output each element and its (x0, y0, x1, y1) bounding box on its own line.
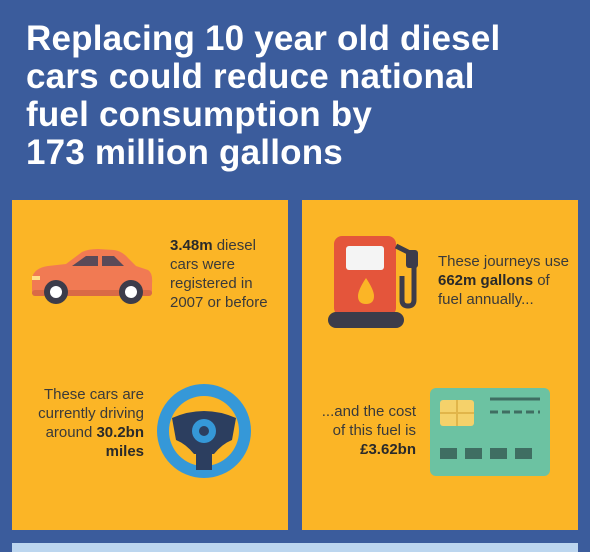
fuel-pump-icon (328, 236, 418, 328)
fact-text: These cars are currently driving around … (32, 385, 144, 461)
body-text: of fuel annually... (438, 272, 550, 308)
body-text: These journeys use (438, 253, 569, 270)
title-line: 173 million gallons (26, 133, 343, 172)
title: Replacing 10 year old diesel cars could … (26, 20, 500, 172)
highlight-text: £3.62bn (360, 441, 416, 458)
highlight-text: 662m gallons (438, 272, 534, 289)
body-text: These cars are currently driving around (38, 386, 144, 441)
highlight-text: 3.48m (170, 237, 213, 254)
bottom-strip (12, 543, 578, 552)
body-text: diesel cars were registered in 2007 or b… (170, 237, 268, 311)
car-icon (32, 249, 153, 304)
steering-wheel-icon (157, 384, 251, 478)
title-line: fuel consumption by (26, 95, 373, 134)
fact-text: ...and the cost of this fuel is £3.62bn (308, 402, 416, 459)
highlight-text: 30.2bn miles (96, 424, 144, 460)
title-line: Replacing 10 year old diesel (26, 19, 501, 58)
body-text: ...and the cost of this fuel is (321, 403, 416, 439)
title-line: cars could reduce national (26, 57, 475, 96)
fact-text: These journeys use 662m gallons of fuel … (438, 252, 574, 309)
left-panel (12, 200, 288, 530)
card-icon (430, 388, 550, 476)
fact-text: 3.48m diesel cars were registered in 200… (170, 236, 278, 312)
